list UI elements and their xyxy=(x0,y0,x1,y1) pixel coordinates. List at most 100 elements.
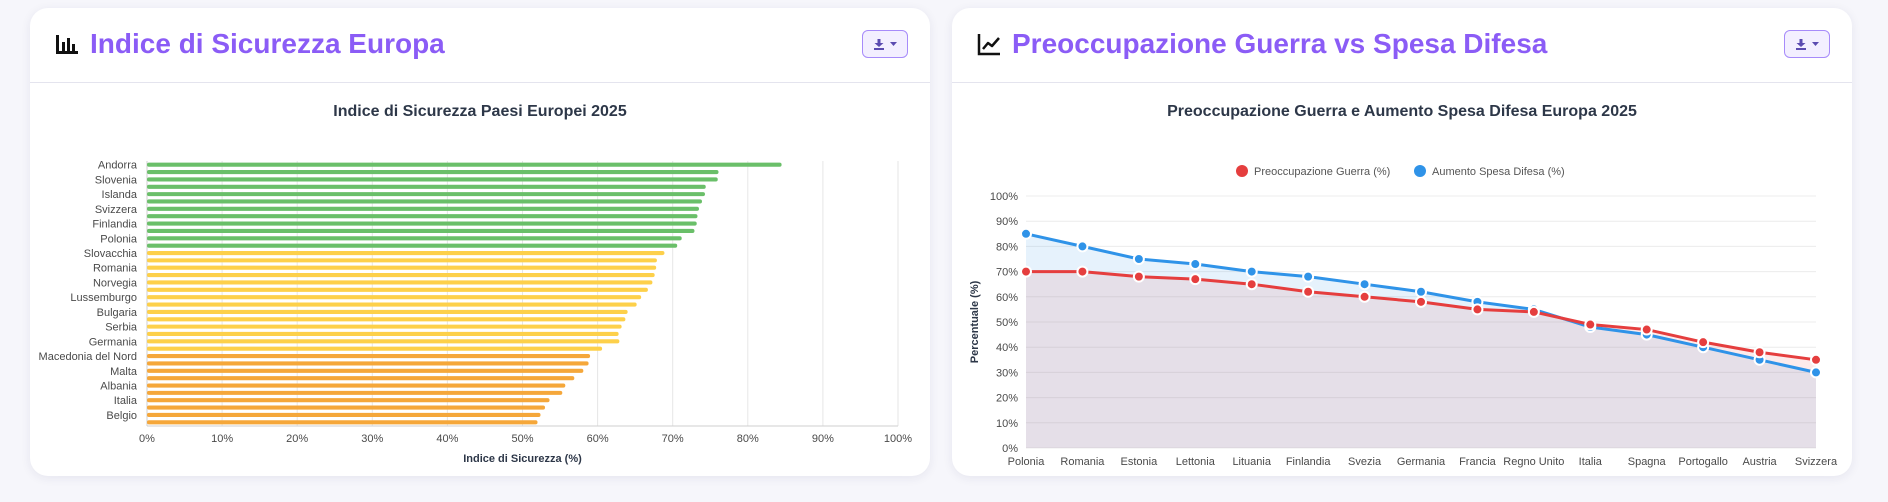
bar xyxy=(147,376,575,381)
security-index-card: Indice di Sicurezza Europa Indice di Sic… xyxy=(30,8,930,476)
x-tick-label: 70% xyxy=(662,433,684,445)
y-tick-label: 30% xyxy=(996,367,1018,379)
y-tick-label: 80% xyxy=(996,241,1018,253)
category-label: Italia xyxy=(114,395,138,407)
y-tick-label: 50% xyxy=(996,317,1018,329)
category-label: Germania xyxy=(89,336,138,348)
card-header: Preoccupazione Guerra vs Spesa Difesa xyxy=(952,8,1852,83)
bar xyxy=(147,265,657,270)
card-title: Preoccupazione Guerra vs Spesa Difesa xyxy=(976,28,1547,60)
category-label: Belgio xyxy=(106,410,137,422)
x-axis-title: Indice di Sicurezza (%) xyxy=(463,453,582,465)
download-button[interactable] xyxy=(1784,30,1830,58)
bar xyxy=(147,214,698,219)
bar xyxy=(147,177,718,182)
x-tick-label: Regno Unito xyxy=(1503,456,1564,468)
category-label: Svizzera xyxy=(95,204,138,216)
data-point xyxy=(1245,265,1258,278)
download-button[interactable] xyxy=(862,30,908,58)
bar xyxy=(147,339,620,344)
y-tick-label: 20% xyxy=(996,393,1018,405)
bar xyxy=(147,199,702,204)
y-tick-label: 70% xyxy=(996,267,1018,279)
x-tick-label: 30% xyxy=(361,433,383,445)
data-point xyxy=(1810,366,1822,379)
legend-label: Preoccupazione Guerra (%) xyxy=(1254,166,1390,178)
bar xyxy=(147,302,637,307)
category-label: Slovenia xyxy=(95,174,138,186)
x-tick-label: 40% xyxy=(436,433,458,445)
data-point xyxy=(1076,240,1089,253)
y-tick-label: 0% xyxy=(1002,443,1018,455)
card-title-text: Indice di Sicurezza Europa xyxy=(90,28,445,59)
data-point xyxy=(1132,270,1145,283)
bar xyxy=(147,287,648,292)
bar xyxy=(147,243,678,248)
chart-title: Indice di Sicurezza Paesi Europei 2025 xyxy=(333,103,627,120)
data-point xyxy=(1020,227,1032,240)
data-point xyxy=(1189,273,1202,286)
war-vs-defense-card: Preoccupazione Guerra vs Spesa Difesa Pr… xyxy=(952,8,1852,476)
x-tick-label: Romania xyxy=(1060,456,1105,468)
data-point xyxy=(1358,278,1371,291)
line-chart-icon xyxy=(977,34,1000,56)
bar xyxy=(147,331,619,337)
x-tick-label: Svezia xyxy=(1348,456,1382,468)
bar xyxy=(147,420,538,425)
bar xyxy=(147,221,697,226)
x-tick-label: Italia xyxy=(1579,456,1603,468)
x-tick-label: 90% xyxy=(812,433,834,445)
x-tick-label: 60% xyxy=(587,433,609,445)
data-point xyxy=(1189,258,1202,271)
x-tick-label: Estonia xyxy=(1121,456,1159,468)
bar xyxy=(147,258,657,263)
x-tick-label: Polonia xyxy=(1008,456,1046,468)
card-header: Indice di Sicurezza Europa xyxy=(30,8,930,83)
x-tick-label: 100% xyxy=(884,433,912,445)
data-point xyxy=(1753,346,1766,359)
y-tick-label: 40% xyxy=(996,342,1018,354)
legend-label: Aumento Spesa Difesa (%) xyxy=(1432,166,1565,178)
bar xyxy=(147,346,603,351)
category-label: Romania xyxy=(93,263,138,275)
data-point xyxy=(1584,318,1597,331)
bar xyxy=(147,317,626,322)
download-icon xyxy=(1795,38,1806,50)
x-tick-label: Germania xyxy=(1397,456,1446,468)
category-label: Polonia xyxy=(100,233,138,245)
y-tick-label: 90% xyxy=(996,216,1018,228)
x-tick-label: Francia xyxy=(1459,456,1497,468)
data-point xyxy=(1302,270,1315,283)
bar xyxy=(147,295,642,300)
x-tick-label: Svizzera xyxy=(1795,456,1838,468)
x-tick-label: Spagna xyxy=(1628,456,1667,468)
data-point xyxy=(1810,353,1822,366)
bar xyxy=(147,273,655,278)
card-title-text: Preoccupazione Guerra vs Spesa Difesa xyxy=(1012,28,1548,59)
war-defense-chart: Preoccupazione Guerra e Aumento Spesa Di… xyxy=(969,103,1838,468)
category-label: Macedonia del Nord xyxy=(39,351,137,363)
bar xyxy=(147,383,566,388)
x-tick-label: 50% xyxy=(511,433,533,445)
bar xyxy=(147,184,706,189)
x-tick-label: 80% xyxy=(737,433,759,445)
chart-title: Preoccupazione Guerra e Aumento Spesa Di… xyxy=(1167,103,1637,120)
data-point xyxy=(1415,295,1427,308)
category-label: Malta xyxy=(110,366,138,378)
data-point xyxy=(1302,285,1315,298)
category-label: Serbia xyxy=(105,322,138,334)
x-tick-label: Austria xyxy=(1742,456,1777,468)
bar xyxy=(147,236,682,241)
category-label: Slovacchia xyxy=(84,248,138,260)
bar xyxy=(147,368,584,373)
bar xyxy=(147,412,541,418)
bar xyxy=(147,162,782,167)
data-point xyxy=(1527,305,1540,318)
x-tick-label: 10% xyxy=(211,433,233,445)
download-icon xyxy=(873,38,884,50)
data-point xyxy=(1020,265,1032,278)
x-tick-label: Portogallo xyxy=(1678,456,1728,468)
card-title: Indice di Sicurezza Europa xyxy=(54,28,445,60)
x-tick-label: 0% xyxy=(139,433,155,445)
bar xyxy=(147,192,705,197)
